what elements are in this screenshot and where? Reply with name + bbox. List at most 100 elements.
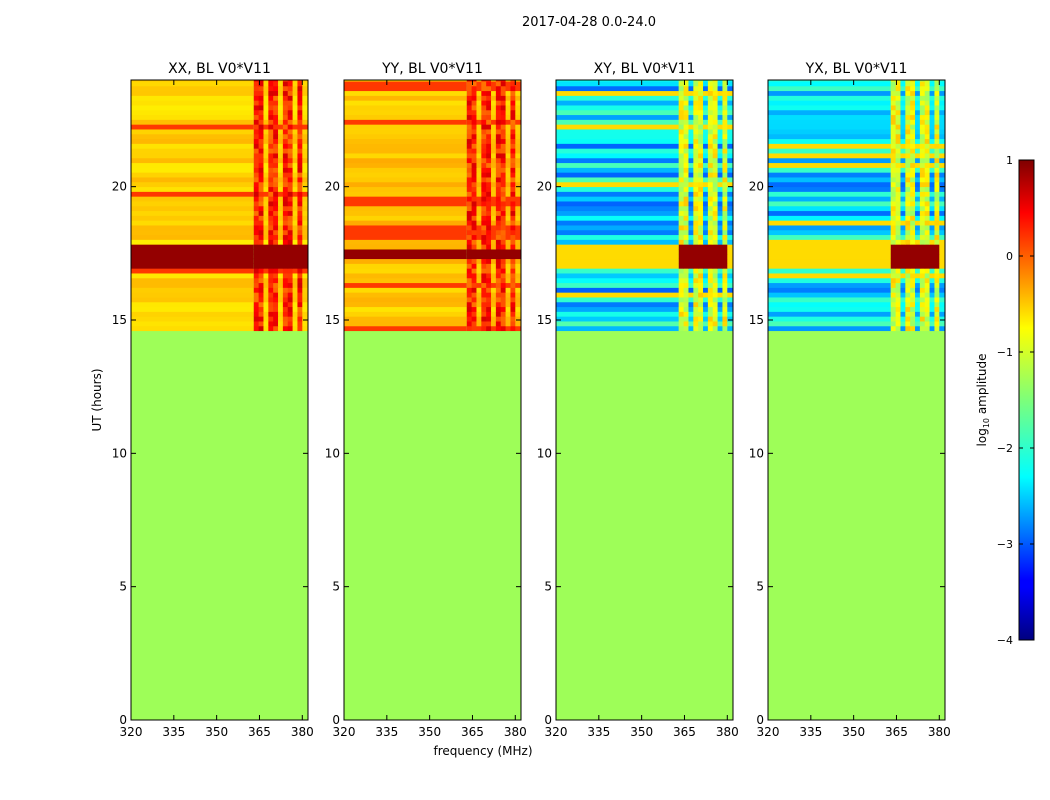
heatmap-cell	[910, 301, 916, 308]
heatmap-cell	[727, 138, 733, 144]
heatmap-cell	[929, 81, 935, 87]
heatmap-cell	[934, 292, 940, 298]
heatmap-cell	[924, 325, 930, 332]
heatmap-cell	[919, 220, 926, 226]
heatmap-cell	[302, 229, 308, 236]
heatmap-cell	[900, 129, 906, 135]
heatmap-cell	[717, 162, 723, 168]
heatmap-cell	[292, 292, 298, 298]
heatmap-cell	[703, 85, 709, 92]
heatmap-cell	[505, 273, 511, 279]
heatmap-cell	[707, 153, 714, 159]
heatmap-cell	[722, 153, 728, 159]
heatmap-cell	[924, 292, 930, 298]
y-tick-label: 0	[756, 713, 764, 727]
heatmap-cell	[273, 148, 279, 154]
heatmap-cell	[263, 105, 269, 111]
heatmap-cell	[712, 119, 718, 125]
heatmap-cell	[287, 229, 293, 236]
heatmap-cell	[556, 258, 679, 264]
heatmap-cell	[253, 234, 260, 240]
heatmap-cell	[929, 114, 935, 120]
heatmap-cell	[263, 249, 269, 255]
heatmap-cell	[471, 162, 477, 168]
heatmap-cell	[693, 201, 699, 207]
heatmap-cell	[491, 148, 497, 154]
heatmap-cell	[258, 249, 264, 255]
heatmap-cell	[510, 124, 516, 130]
heatmap-cell	[717, 239, 723, 245]
heatmap-cell	[934, 287, 940, 293]
heatmap-cell	[344, 124, 467, 130]
heatmap-cell	[934, 301, 940, 308]
heatmap-cell	[292, 321, 298, 327]
heatmap-cell	[712, 143, 718, 149]
heatmap-cell	[287, 263, 293, 269]
heatmap-cell	[258, 167, 264, 173]
heatmap-cell	[698, 100, 704, 106]
heatmap-cell	[481, 311, 487, 317]
heatmap-cell	[505, 268, 511, 274]
heatmap-cell	[273, 191, 279, 197]
heatmap-cell	[510, 321, 516, 327]
heatmap-cell	[471, 268, 477, 274]
heatmap-cell	[476, 109, 482, 116]
heatmap-cell	[915, 133, 921, 140]
heatmap-cell	[910, 215, 916, 221]
heatmap-cell	[717, 153, 723, 159]
heatmap-cell	[722, 292, 728, 298]
heatmap-cell	[900, 205, 906, 212]
heatmap-cell	[258, 157, 264, 164]
heatmap-cell	[939, 234, 945, 240]
heatmap-cell	[297, 287, 303, 293]
x-tick-label: 350	[205, 725, 228, 739]
heatmap-cell	[268, 114, 274, 120]
heatmap-cell	[924, 177, 930, 183]
heatmap-cell	[297, 268, 303, 274]
heatmap-cell	[900, 80, 906, 82]
heatmap-cell	[678, 177, 685, 183]
heatmap-cell	[915, 109, 921, 116]
heatmap-cell	[302, 186, 308, 192]
heatmap-cell	[703, 215, 709, 221]
heatmap-cell	[476, 191, 482, 197]
heatmap-cell	[768, 311, 891, 317]
heatmap-cell	[344, 292, 467, 298]
heatmap-cell	[707, 316, 714, 322]
heatmap-cell	[282, 80, 289, 82]
heatmap-cell	[678, 196, 685, 202]
heatmap-cell	[919, 301, 926, 308]
heatmap-cell	[495, 138, 502, 144]
heatmap-cell	[683, 234, 689, 240]
heatmap-cell	[297, 172, 303, 178]
heatmap-cell	[939, 133, 945, 140]
heatmap-cell	[698, 148, 704, 154]
heatmap-cell	[253, 287, 260, 293]
heatmap-cell	[302, 157, 308, 164]
heatmap-cell	[915, 196, 921, 202]
heatmap-cell	[717, 263, 723, 269]
heatmap-cell	[515, 201, 521, 207]
heatmap-cell	[287, 258, 293, 264]
heatmap-cell	[934, 234, 940, 240]
heatmap-cell	[910, 114, 916, 120]
heatmap-cell	[683, 306, 689, 312]
heatmap-cell	[768, 201, 891, 207]
heatmap-cell	[131, 157, 254, 164]
heatmap-cell	[905, 282, 911, 288]
heatmap-cell	[344, 177, 467, 183]
heatmap-cell	[515, 306, 521, 312]
heatmap-cell	[905, 273, 911, 279]
heatmap-cell	[268, 167, 274, 173]
heatmap-cell	[278, 205, 284, 212]
heatmap-cell	[924, 153, 930, 159]
heatmap-cell	[900, 234, 906, 240]
heatmap-cell	[287, 225, 293, 231]
heatmap-cell	[895, 253, 901, 260]
heatmap-cell	[495, 114, 502, 120]
heatmap-cell	[471, 205, 477, 212]
heatmap-cell	[768, 124, 891, 130]
heatmap-cell	[722, 95, 728, 101]
heatmap-cell	[131, 80, 254, 82]
heatmap-cell	[500, 258, 506, 264]
